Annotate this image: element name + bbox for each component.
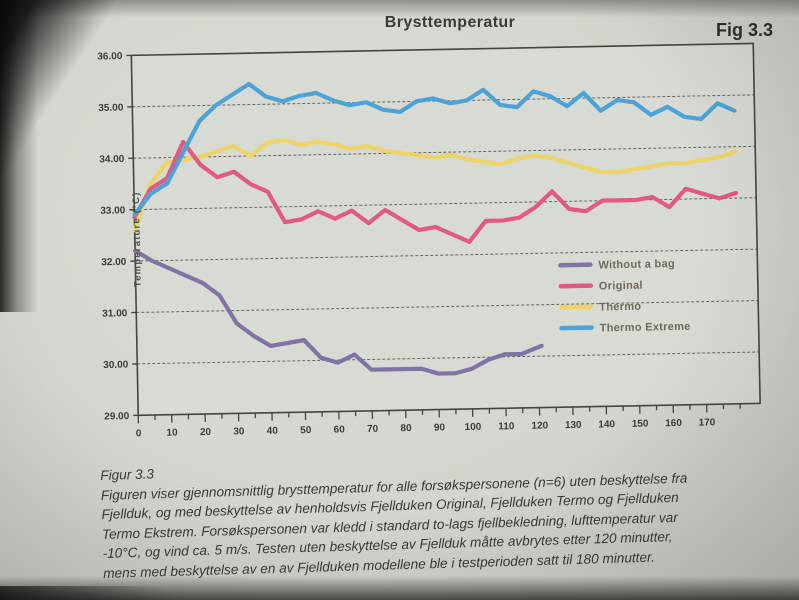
- y-axis-tick-label: 34.00: [99, 154, 125, 165]
- legend-label-without-a-bag: Without a bag: [598, 258, 675, 271]
- legend-label-original: Original: [599, 280, 643, 293]
- x-axis-tick-label: 10: [166, 428, 178, 439]
- legend-label-thermo: Thermo: [599, 301, 641, 314]
- x-axis-tick-label: 30: [233, 426, 245, 437]
- x-axis-tick-label: 160: [665, 418, 682, 429]
- caption-body: Figuren viser gjennomsnittlig brysttempe…: [100, 470, 688, 581]
- y-axis-tick-label: 32.00: [101, 257, 127, 268]
- x-axis-tick-label: 70: [367, 424, 379, 435]
- x-axis-tick-label: 110: [498, 421, 515, 432]
- x-axis-tick-label: 20: [200, 427, 212, 438]
- y-axis-tick-label: 33.00: [100, 205, 126, 216]
- y-axis-tick-label: 30.00: [103, 360, 129, 371]
- y-axis-tick-label: 31.00: [102, 308, 128, 319]
- legend-swatch-without-a-bag: [558, 262, 593, 268]
- title-row: Brysttemperatur: [110, 14, 790, 32]
- x-axis-tick-label: 0: [136, 428, 142, 439]
- x-axis-tick-label: 100: [464, 422, 481, 433]
- y-axis-tick-label: 36.00: [97, 51, 123, 62]
- x-axis-tick-label: 90: [434, 422, 446, 433]
- figure-caption: Figur 3.3 Figuren viser gjennomsnittlig …: [100, 445, 799, 583]
- x-axis-tick-label: 50: [300, 425, 312, 436]
- legend-swatch-original: [558, 283, 594, 289]
- x-axis-tick-label: 120: [531, 420, 548, 431]
- x-axis-tick-label: 60: [334, 424, 346, 435]
- x-axis-tick-label: 150: [632, 419, 649, 430]
- chart-svg: 36.00 35.00 34.00 33.00 32.00 31.00 30.00 29.00…: [97, 42, 761, 439]
- legend-label-thermo-extreme: Thermo Extreme: [600, 321, 691, 335]
- page-edge-bottom-left: [0, 586, 240, 600]
- x-axis-tick-label: 40: [267, 426, 279, 437]
- y-axis-tick-label: 29.00: [104, 411, 130, 422]
- chart-title: Brysttemperatur: [384, 14, 516, 31]
- y-axis-tick-label: 35.00: [98, 102, 124, 113]
- page-edge-left: [0, 0, 38, 312]
- chart: 36.00 35.00 34.00 33.00 32.00 31.00 30.00 29.00…: [54, 31, 774, 457]
- legend-swatch-thermo-extreme: [559, 325, 594, 331]
- x-axis-tick-label: 130: [565, 420, 582, 431]
- x-axis-tick-label: 170: [699, 417, 716, 428]
- x-axis-tick-label: 80: [400, 423, 412, 434]
- x-axis-tick-label: 140: [598, 419, 615, 430]
- legend-swatch-thermo: [558, 304, 594, 310]
